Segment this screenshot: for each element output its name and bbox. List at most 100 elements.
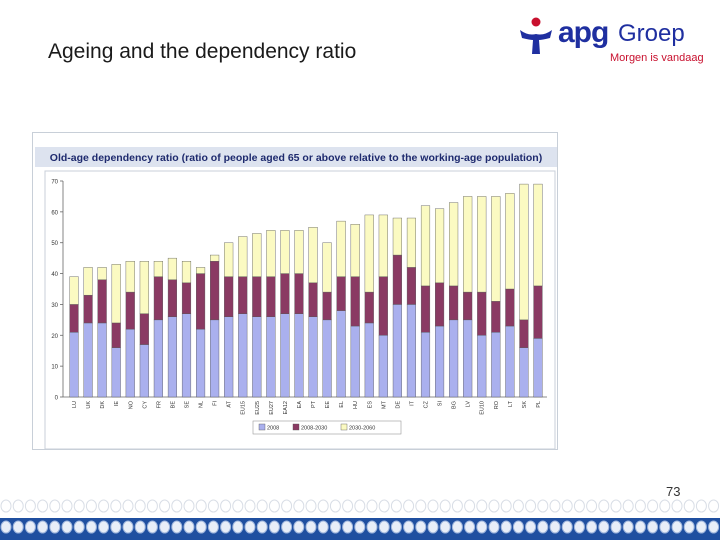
footer-circle (427, 520, 439, 534)
footer-circle (354, 520, 366, 534)
footer-circle (244, 499, 256, 513)
legend-label: 2030-2060 (349, 426, 375, 432)
bar-uk-series-1 (83, 294, 93, 324)
footer-circle (220, 520, 232, 534)
x-tick-label: CZ (424, 400, 430, 408)
bar-lv-series-1 (463, 291, 473, 321)
x-tick-label: EU15 (241, 401, 247, 415)
bar-ea-series-1 (294, 273, 304, 314)
bar-ie-series-0 (111, 347, 121, 398)
x-tick-label: IE (114, 401, 120, 407)
bar-fi-series-1 (210, 261, 220, 321)
footer-circle (232, 499, 244, 513)
footer-circle (549, 499, 561, 513)
x-tick-label: LU (72, 401, 78, 408)
footer-circle (573, 499, 585, 513)
x-tick-label: PL (536, 401, 542, 408)
footer-circle (390, 499, 402, 513)
footer-pattern (0, 499, 720, 540)
y-tick-label: 70 (51, 180, 58, 186)
x-tick-label: EE (325, 401, 331, 409)
bar-it-series-2 (406, 217, 416, 268)
footer-circle (317, 499, 329, 513)
footer-circle (110, 499, 122, 513)
footer-circle (549, 520, 561, 534)
bar-cy-series-1 (139, 313, 149, 345)
legend-swatch (340, 423, 348, 431)
x-tick-label: EA (297, 401, 303, 409)
footer-circle (37, 499, 49, 513)
footer-circle (159, 520, 171, 534)
footer-circle (634, 520, 646, 534)
footer-circle (537, 499, 549, 513)
footer-circle (366, 520, 378, 534)
chart-x-labels: LU UK DK IE NO CY FR BE SE NL FI AT EU15 EU25 EU27 EA12… (72, 400, 542, 414)
bar-de-series-2 (392, 217, 402, 256)
bar-si-series-0 (435, 325, 445, 398)
bar-lv-series-2 (463, 196, 473, 293)
footer-circle (122, 499, 134, 513)
footer-circle (561, 499, 573, 513)
footer-circle (207, 499, 219, 513)
bar-at-series-0 (224, 316, 234, 398)
bar-el-series-0 (336, 310, 346, 398)
dependency-ratio-chart: Old-age dependency ratio (ratio of peopl… (35, 147, 557, 450)
footer-circle (293, 520, 305, 534)
footer-circle (695, 499, 707, 513)
footer-circle (195, 499, 207, 513)
bar-el-series-1 (336, 276, 346, 311)
bar-pl-series-2 (533, 183, 543, 287)
y-tick-label: 30 (51, 303, 58, 309)
bar-cz-series-0 (420, 331, 431, 398)
footer-circle (329, 499, 341, 513)
x-tick-label: IT (409, 400, 415, 406)
bar-eu10-series-0 (477, 335, 487, 398)
footer-circle (647, 520, 659, 534)
bar-at-series-1 (224, 276, 234, 317)
chart-frame: Old-age dependency ratio (ratio of peopl… (32, 132, 558, 450)
footer-circle (37, 520, 49, 534)
footer-circle (403, 520, 415, 534)
footer-circle (244, 520, 256, 534)
footer-circle (708, 520, 720, 534)
bar-it-series-0 (406, 304, 416, 398)
footer-circle (439, 499, 451, 513)
footer-circle (500, 499, 512, 513)
bar-es-series-0 (364, 322, 374, 398)
x-tick-label: FI (213, 401, 219, 406)
bar-de-series-1 (392, 254, 402, 305)
bar-ie-series-1 (111, 322, 121, 348)
footer-circle (708, 499, 720, 513)
bar-mt-series-0 (378, 335, 388, 398)
footer-circle (281, 520, 293, 534)
footer-circle (183, 499, 195, 513)
bar-cy-series-2 (139, 261, 149, 314)
footer-circle (305, 499, 317, 513)
bar-ee-series-2 (322, 242, 332, 293)
bar-hu-series-1 (350, 276, 360, 327)
bar-ea12-series-0 (280, 313, 290, 398)
footer-circle (586, 499, 598, 513)
footer-circle (268, 520, 280, 534)
footer-circle (146, 520, 158, 534)
bar-eu15-series-1 (238, 276, 248, 314)
bar-uk-series-0 (83, 322, 93, 398)
bar-at-series-2 (224, 242, 234, 277)
footer-circle (390, 520, 402, 534)
footer-circle (476, 520, 488, 534)
bar-ro-series-2 (491, 196, 501, 302)
bar-it-series-1 (406, 267, 416, 305)
bar-pt-series-1 (308, 282, 318, 317)
chart-title: Old-age dependency ratio (ratio of peopl… (50, 152, 542, 164)
x-tick-label: NO (128, 400, 134, 409)
bar-mt-series-2 (378, 214, 388, 277)
footer-circle (24, 520, 36, 534)
footer-circle (61, 499, 73, 513)
bar-eu10-series-2 (477, 196, 487, 293)
footer-circle (488, 499, 500, 513)
footer-circle (134, 520, 146, 534)
bar-si-series-1 (435, 282, 445, 327)
footer-circle (354, 499, 366, 513)
bar-eu27-series-1 (266, 276, 276, 317)
x-tick-label: SK (522, 401, 528, 409)
